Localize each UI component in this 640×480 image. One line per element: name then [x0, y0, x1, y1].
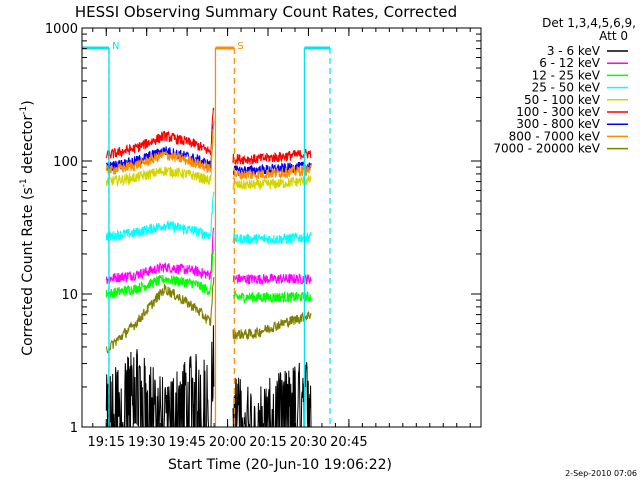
- series-4: [105, 135, 312, 191]
- legend-label-3: 25 - 50 keV: [532, 81, 601, 95]
- series-line-4-seg-1: [232, 175, 312, 191]
- x-tick-label-6: 20:45: [330, 435, 367, 450]
- footer-date: 2-Sep-2010 07:06: [565, 469, 637, 478]
- y-axis-label-end: ): [20, 100, 36, 105]
- legend-item-4: 50 - 100 keV: [524, 93, 628, 107]
- y-tick-label-3: 1000: [45, 22, 78, 37]
- legend-label-4: 50 - 100 keV: [524, 93, 601, 107]
- y-axis-label-sup2: -1: [19, 106, 29, 115]
- series-line-3-seg-0: [105, 191, 215, 242]
- legend-header-line-1: Det 1,3,4,5,6,9,: [542, 16, 636, 30]
- series-0: [105, 325, 312, 428]
- series-3: [105, 191, 312, 246]
- x-tick-label-5: 20:30: [290, 435, 327, 450]
- legend-item-1: 6 - 12 keV: [539, 56, 628, 70]
- legend-item-3: 25 - 50 keV: [532, 81, 628, 95]
- series-line-8-seg-1: [232, 311, 312, 341]
- legend-header-line-2: Att 0: [599, 29, 628, 43]
- chart-title: HESSI Observing Summary Count Rates, Cor…: [75, 3, 457, 21]
- series-line-2-seg-1: [232, 290, 312, 304]
- series-line-7-seg-0: [105, 120, 215, 176]
- legend-item-7: 800 - 7000 keV: [509, 129, 628, 143]
- series-line-8-seg-0: [105, 277, 215, 354]
- series-line-2-seg-0: [105, 248, 215, 300]
- legend-label-2: 12 - 25 keV: [532, 68, 601, 82]
- series-line-0-seg-1: [232, 362, 312, 428]
- series-line-3-seg-1: [232, 232, 312, 246]
- y-tick-label-2: 100: [53, 155, 78, 170]
- y-tick-label-1: 10: [61, 288, 78, 303]
- series-line-5-seg-1: [232, 148, 312, 166]
- legend-item-8: 7000 - 20000 keV: [493, 142, 628, 156]
- y-axis-label: Corrected Count Rate (s-1 detector-1): [19, 100, 36, 355]
- legend-label-0: 3 - 6 keV: [547, 44, 601, 58]
- legend-label-8: 7000 - 20000 keV: [493, 142, 600, 156]
- legend-label-1: 6 - 12 keV: [539, 56, 601, 70]
- y-axis-label-main: Corrected Count Rate (s: [20, 187, 36, 355]
- series-layer: [105, 107, 312, 428]
- series-line-1-seg-1: [232, 272, 312, 286]
- legend-item-6: 300 - 800 keV: [516, 117, 628, 131]
- legend-label-7: 800 - 7000 keV: [509, 129, 601, 143]
- series-1: [105, 227, 312, 286]
- legend-label-6: 300 - 800 keV: [516, 117, 600, 131]
- series-line-0-seg-0: [105, 325, 215, 428]
- marker-night-2: [303, 46, 331, 427]
- marker-N-0: N: [82, 41, 119, 427]
- legend-item-0: 3 - 6 keV: [547, 44, 628, 58]
- series-line-5-seg-0: [105, 107, 215, 160]
- series-line-1-seg-0: [105, 227, 215, 284]
- x-tick-label-3: 20:00: [209, 435, 246, 450]
- x-tick-label-4: 20:15: [249, 435, 286, 450]
- x-axis-label: Start Time (20-Jun-10 19:06:22): [168, 457, 392, 473]
- series-line-7-seg-1: [232, 164, 312, 180]
- y-tick-label-0: 1: [70, 421, 78, 436]
- legend-item-5: 100 - 300 keV: [516, 105, 628, 119]
- series-7: [105, 120, 312, 180]
- series-8: [105, 277, 312, 354]
- series-2: [105, 248, 312, 304]
- series-5: [105, 107, 312, 166]
- marker-label: S: [237, 41, 243, 52]
- legend-label-5: 100 - 300 keV: [516, 105, 600, 119]
- y-axis-label-mid: detector: [20, 115, 36, 179]
- series-line-4-seg-0: [105, 135, 215, 187]
- tick-layer: 19:15 19:30 19:45 20:00 20:15 20:30 20:45 1 10 10…: [45, 22, 481, 450]
- x-tick-label-1: 19:30: [128, 435, 165, 450]
- marker-label: N: [112, 41, 119, 52]
- x-tick-label-0: 19:15: [88, 435, 125, 450]
- x-tick-label-2: 19:45: [168, 435, 205, 450]
- legend-item-2: 12 - 25 keV: [532, 68, 628, 82]
- y-axis-label-sup1: -1: [19, 178, 29, 187]
- marker-S-1: S: [214, 41, 244, 427]
